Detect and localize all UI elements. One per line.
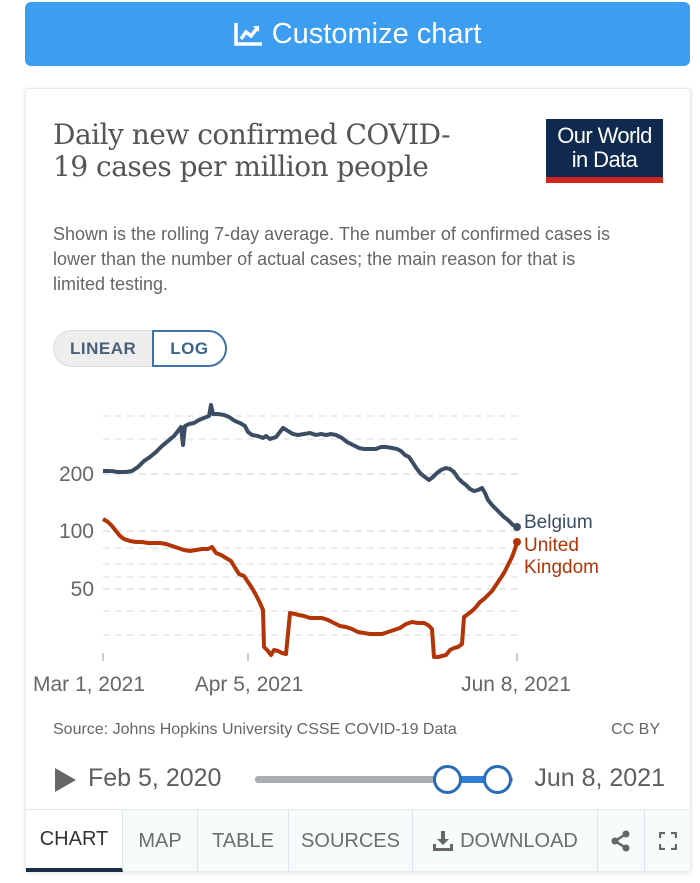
tab-bar: CHART MAP TABLE SOURCES DOWNLOAD [26,809,690,872]
play-icon[interactable] [53,767,77,793]
belgium-endpoint [513,523,521,531]
tab-map-label: MAP [138,829,182,852]
tab-map[interactable]: MAP [123,810,198,872]
linear-scale-button[interactable]: LINEAR [53,330,153,367]
share-button[interactable] [598,810,645,872]
timeline-track[interactable] [255,776,513,783]
gridlines [103,415,518,636]
timeline: Feb 5, 2020 Jun 8, 2021 [53,761,665,797]
timeline-selected-range [448,776,498,783]
timeline-start-date: Feb 5, 2020 [88,764,222,792]
chart-title: Daily new confirmed COVID-19 cases per m… [53,118,451,183]
customize-chart-button[interactable]: Customize chart [25,2,690,66]
x-axis: Mar 1, 2021 Apr 5, 2021 Jun 8, 2021 [33,673,571,696]
tab-sources[interactable]: SOURCES [289,810,413,872]
logo-line-2: in Data [571,147,638,172]
tab-chart[interactable]: CHART [26,810,123,872]
scale-toggle: LINEAR LOG [53,330,227,367]
customize-chart-label: Customize chart [271,17,482,50]
x-tick-end: Jun 8, 2021 [461,673,571,696]
timeline-start-handle[interactable] [433,765,462,794]
legend-uk-line1[interactable]: United [524,535,579,556]
download-icon [433,831,454,851]
logo-line-1: Our World [557,123,652,148]
x-ticks [102,653,518,661]
line-chart-icon [233,23,262,46]
legend: Belgium United Kingdom [524,512,599,578]
license-link[interactable]: CC BY [611,721,660,738]
tab-table[interactable]: TABLE [198,810,289,872]
belgium-line[interactable] [103,403,518,529]
tab-download-label: DOWNLOAD [460,829,578,852]
chart-card: Daily new confirmed COVID-19 cases per m… [25,88,691,872]
x-tick-start: Mar 1, 2021 [33,673,145,696]
line-chart: 200 100 50 Mar 1, 2021 Apr 5, 2021 Jun 8… [33,403,599,696]
fullscreen-icon [658,832,677,850]
legend-uk-line2[interactable]: Kingdom [524,557,599,578]
uk-line[interactable] [101,517,519,659]
tab-chart-label: CHART [39,827,109,850]
tab-sources-label: SOURCES [301,829,400,852]
chart-subtitle: Shown is the rolling 7-day average. The … [53,224,610,294]
x-tick-mid: Apr 5, 2021 [195,673,304,696]
tab-table-label: TABLE [212,829,274,852]
legend-belgium[interactable]: Belgium [524,512,593,533]
source-link[interactable]: Source: Johns Hopkins University CSSE CO… [53,721,457,738]
owid-logo[interactable]: Our World in Data [546,119,663,183]
y-axis: 200 100 50 [59,463,94,601]
y-tick-200: 200 [59,463,94,486]
share-icon [611,830,630,852]
y-tick-50: 50 [71,578,94,601]
uk-endpoint [513,538,521,546]
fullscreen-button[interactable] [645,810,690,872]
log-scale-button[interactable]: LOG [152,330,227,367]
timeline-end-handle[interactable] [483,765,512,794]
y-tick-100: 100 [59,520,94,543]
tab-download[interactable]: DOWNLOAD [413,810,598,872]
timeline-end-date: Jun 8, 2021 [534,764,665,792]
